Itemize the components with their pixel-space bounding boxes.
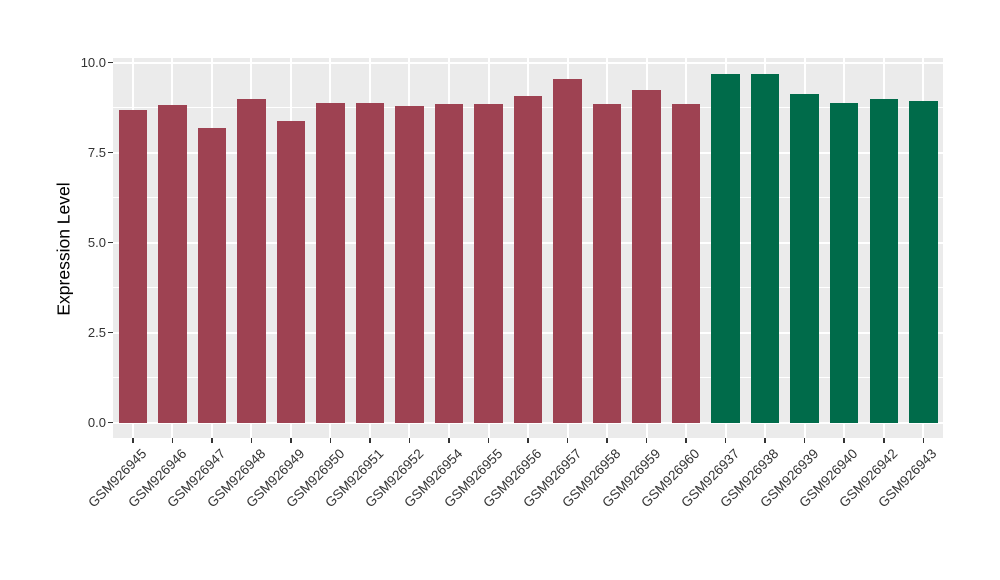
- bar: [237, 98, 266, 423]
- y-tick-label: 5.0: [87, 235, 106, 250]
- bar: [276, 120, 306, 423]
- x-tick-mark: [645, 438, 648, 443]
- plot-panel: [113, 58, 943, 438]
- bar: [474, 103, 503, 423]
- y-tick-label: 2.5: [87, 325, 106, 340]
- y-tick-label: 0.0: [87, 415, 106, 430]
- x-tick-mark: [487, 438, 490, 443]
- x-tick-mark: [685, 438, 687, 443]
- y-tick-label: 10.0: [80, 55, 106, 70]
- bar: [513, 96, 543, 423]
- bar: [118, 110, 147, 423]
- x-tick-mark: [408, 438, 411, 443]
- x-tick-mark: [883, 438, 885, 443]
- x-tick-mark: [527, 438, 529, 443]
- y-axis-title: Expression Level: [53, 182, 74, 316]
- x-tick-mark: [290, 438, 292, 443]
- bar: [434, 103, 464, 423]
- x-tick-mark: [329, 438, 332, 443]
- bar: [197, 127, 227, 423]
- bar: [632, 89, 661, 423]
- bar: [711, 73, 740, 423]
- x-tick-mark: [211, 438, 213, 443]
- x-tick-mark: [171, 438, 173, 443]
- bar: [158, 104, 187, 423]
- x-tick-mark: [843, 438, 845, 443]
- bar: [592, 103, 622, 423]
- x-tick-mark: [803, 438, 806, 443]
- bar: [671, 104, 701, 423]
- bar: [316, 102, 345, 423]
- y-tick-mark: [108, 151, 113, 154]
- y-tick-label: 7.5: [87, 145, 106, 160]
- bar: [553, 79, 582, 423]
- x-tick-mark: [922, 438, 924, 443]
- x-tick-mark: [566, 438, 569, 443]
- y-tick-mark: [108, 241, 113, 244]
- x-tick-mark: [724, 438, 727, 443]
- bar: [869, 98, 898, 423]
- x-tick-mark: [132, 438, 134, 443]
- x-tick-mark: [764, 438, 766, 443]
- bar: [355, 102, 385, 423]
- bar: [395, 106, 424, 423]
- y-tick-mark: [108, 331, 113, 334]
- x-tick-mark: [606, 438, 608, 443]
- bar: [909, 101, 938, 423]
- y-tick-mark: [108, 61, 113, 64]
- x-tick-mark: [250, 438, 253, 443]
- y-tick-mark: [108, 421, 113, 424]
- bar: [829, 103, 859, 423]
- x-tick-mark: [448, 438, 450, 443]
- x-tick-mark: [369, 438, 371, 443]
- bar: [790, 93, 819, 423]
- bar: [750, 74, 780, 423]
